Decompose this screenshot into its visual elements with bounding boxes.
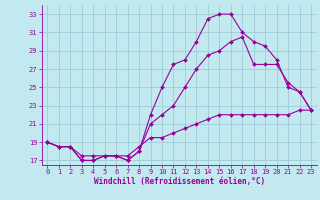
X-axis label: Windchill (Refroidissement éolien,°C): Windchill (Refroidissement éolien,°C): [94, 177, 265, 186]
